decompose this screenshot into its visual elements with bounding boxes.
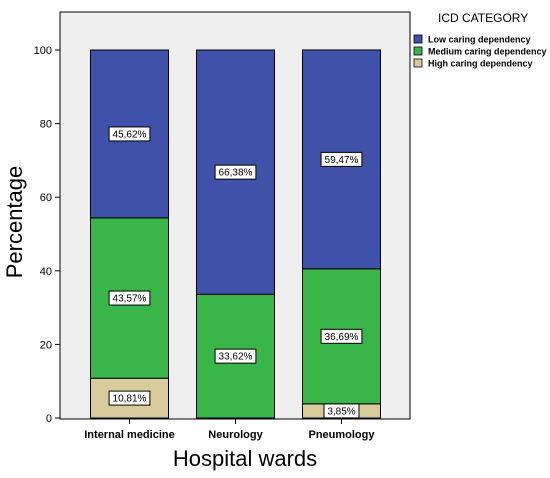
data-label: 59,47%	[320, 151, 363, 167]
legend-swatch	[413, 46, 423, 56]
data-label: 45,62%	[108, 126, 151, 142]
x-axis: Internal medicine Neurology Pneumology	[60, 418, 410, 441]
legend-item-label: Low caring dependency	[428, 35, 531, 45]
data-label-text: 36,69%	[325, 332, 359, 343]
data-label-box	[323, 403, 360, 419]
data-label-box	[108, 290, 151, 306]
bars	[90, 49, 381, 419]
data-label-text: 66,38%	[219, 168, 253, 179]
data-label-text: 45,62%	[113, 129, 147, 140]
y-tick-label: 20	[40, 339, 52, 351]
legend-swatch	[413, 58, 423, 68]
y-axis-title: Percentage	[2, 166, 27, 279]
y-tick-label: 60	[40, 192, 52, 204]
legend-item-label: High caring dependency	[428, 59, 533, 69]
data-label-box	[320, 328, 363, 344]
x-axis-title: Hospital wards	[173, 446, 317, 471]
legend-title: ICD CATEGORY	[438, 11, 528, 25]
data-label-box	[214, 164, 257, 180]
data-label-text: 10,81%	[113, 394, 147, 405]
data-label-box	[108, 390, 151, 406]
data-label: 10,81%	[108, 390, 151, 406]
data-label-box	[320, 151, 363, 167]
y-tick-label: 40	[40, 266, 52, 278]
data-label-text: 59,47%	[325, 155, 359, 166]
data-labels: 10,81% 43,57% 45,62% 33,62% 66,38% 3,85% 36,69…	[108, 126, 363, 419]
x-tick-label: Pneumology	[308, 429, 375, 441]
data-label: 43,57%	[108, 290, 151, 306]
y-tick-label: 80	[40, 119, 52, 131]
x-tick-label: Neurology	[208, 429, 263, 441]
data-label-box	[214, 348, 257, 364]
x-tick-label: Internal medicine	[84, 429, 174, 441]
y-tick-label: 100	[34, 45, 52, 57]
data-label-text: 3,85%	[327, 406, 355, 417]
data-label-text: 43,57%	[113, 294, 147, 305]
legend-swatch	[413, 34, 423, 44]
data-label: 66,38%	[214, 164, 257, 180]
data-label: 36,69%	[320, 328, 363, 344]
data-label-text: 33,62%	[219, 352, 253, 363]
data-label: 33,62%	[214, 348, 257, 364]
data-label-box	[108, 126, 151, 142]
data-label: 3,85%	[323, 403, 360, 419]
legend-item-label: Medium caring dependency	[428, 47, 547, 57]
y-tick-label: 0	[46, 413, 52, 425]
y-axis: 0 20 40 60 80 100	[34, 12, 61, 425]
legend: ICD CATEGORY Low caring dependency Medium…	[413, 11, 547, 69]
